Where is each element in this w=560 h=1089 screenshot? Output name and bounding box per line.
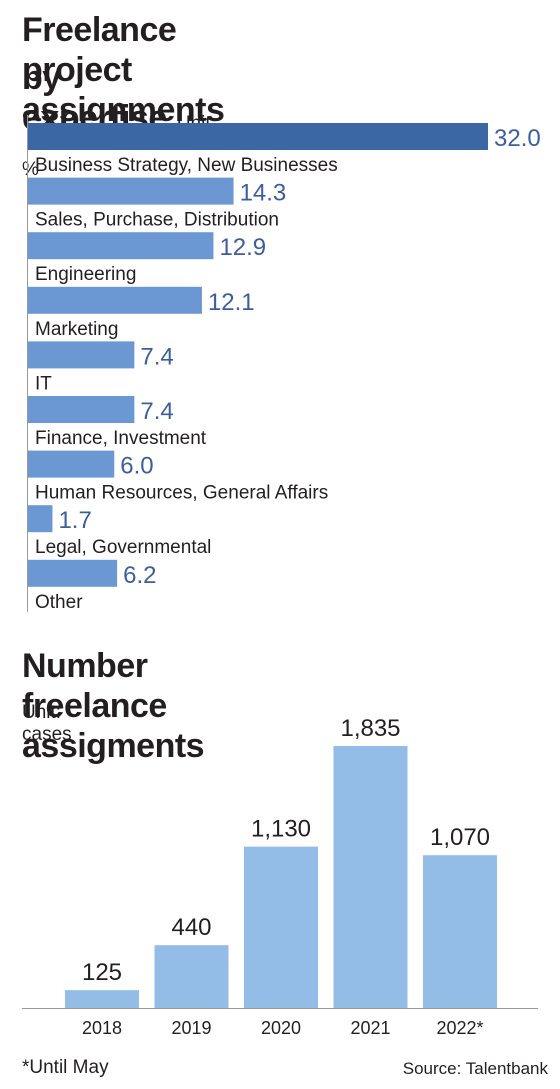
category-label-2: Engineering bbox=[35, 264, 136, 285]
value-label-2: 12.9 bbox=[219, 234, 266, 261]
category-label-5: Finance, Investment bbox=[35, 428, 207, 449]
category-label-1: Sales, Purchase, Distribution bbox=[35, 210, 279, 231]
expertise-bars: 32.0 Business Strategy, New Businesses 14.… bbox=[27, 115, 541, 613]
value-label-7: 1.7 bbox=[58, 507, 91, 534]
value-label-1: 14.3 bbox=[240, 180, 287, 207]
value-label-6: 6.0 bbox=[120, 453, 153, 480]
value-label-3: 12.1 bbox=[208, 289, 255, 316]
chart2-unit: Unit: cases bbox=[22, 702, 72, 745]
bar-4 bbox=[28, 341, 135, 369]
category-label-3: Marketing bbox=[35, 319, 118, 340]
value-label-5: 7.4 bbox=[140, 398, 173, 425]
bar-3 bbox=[28, 286, 202, 314]
value-label-2: 1,130 bbox=[251, 816, 311, 843]
year-label-3: 2021 bbox=[350, 1018, 390, 1038]
bar-5 bbox=[28, 396, 135, 423]
bar-2018 bbox=[65, 990, 139, 1008]
bar-0 bbox=[28, 123, 488, 150]
value-label-4: 1,070 bbox=[430, 824, 490, 851]
year-label-4: 2022* bbox=[436, 1018, 483, 1038]
value-label-4: 7.4 bbox=[140, 343, 173, 370]
category-label-4: IT bbox=[35, 373, 52, 394]
bar-7 bbox=[28, 505, 53, 533]
year-label-2: 2020 bbox=[261, 1018, 301, 1038]
bar-2 bbox=[28, 232, 214, 260]
year-label-0: 2018 bbox=[82, 1018, 122, 1038]
bar-2021 bbox=[333, 746, 408, 1008]
bar-2019 bbox=[154, 945, 229, 1008]
value-label-8: 6.2 bbox=[123, 562, 156, 589]
value-label-0: 125 bbox=[82, 959, 122, 986]
category-label-0: Business Strategy, New Businesses bbox=[35, 155, 338, 176]
bar-2020 bbox=[244, 846, 318, 1008]
source-note: Source: Talentbank bbox=[402, 1059, 548, 1078]
value-label-3: 1,835 bbox=[340, 715, 400, 742]
bar-8 bbox=[28, 559, 118, 587]
chart1-title-line1: Freelance project assignments bbox=[22, 11, 225, 129]
chart2-title: Number freelance assigments bbox=[22, 647, 205, 765]
value-label-0: 32.0 bbox=[494, 125, 541, 152]
bar-1 bbox=[28, 177, 234, 205]
category-label-8: Other bbox=[35, 592, 83, 613]
category-label-7: Legal, Governmental bbox=[35, 537, 211, 558]
category-label-6: Human Resources, General Affairs bbox=[35, 483, 328, 504]
bar-6 bbox=[28, 450, 115, 478]
assignments-bars: 125 2018 440 2019 1,130 2020 1,835 2021 1,070 202… bbox=[22, 715, 538, 1038]
bar-2022* bbox=[423, 855, 497, 1008]
footnote: *Until May bbox=[22, 1057, 109, 1078]
year-label-1: 2019 bbox=[171, 1018, 211, 1038]
value-label-1: 440 bbox=[171, 914, 211, 941]
